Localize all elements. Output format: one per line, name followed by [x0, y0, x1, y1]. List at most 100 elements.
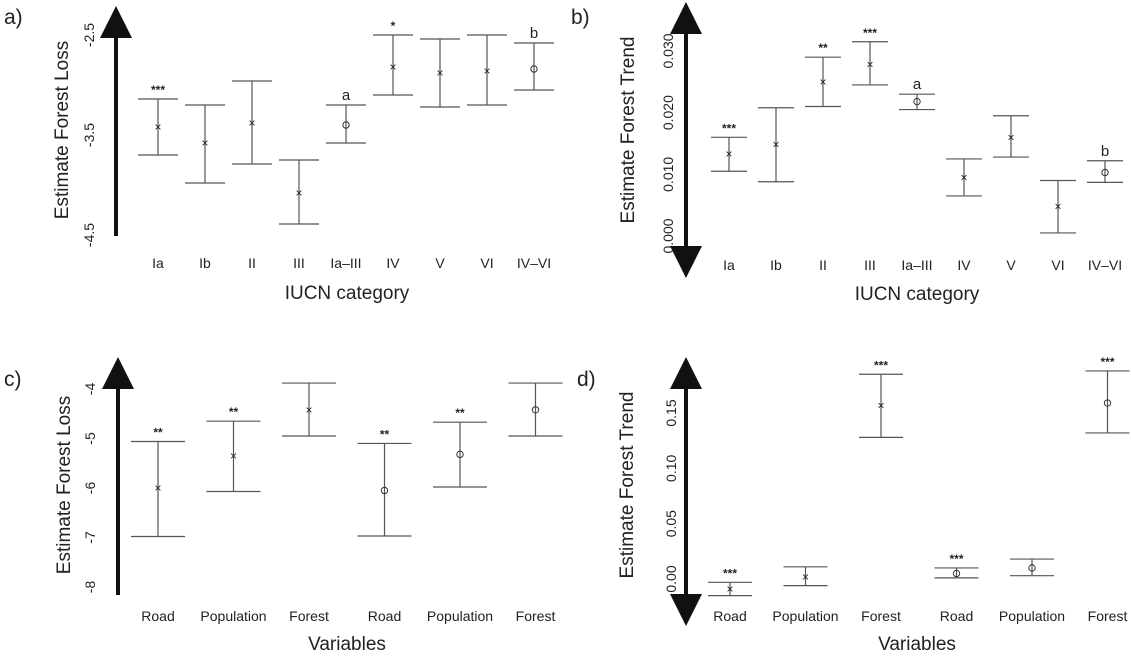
panel-d-significance-label: *** — [949, 552, 963, 566]
panel-c-y-tick-label: -7 — [82, 531, 98, 544]
panel-d-y-tick-label: 0.10 — [663, 454, 679, 481]
panel-c-estimate-point: × — [230, 449, 237, 463]
panel-d-significance-label: *** — [723, 566, 737, 580]
panel-b-estimate-point: × — [866, 58, 873, 72]
panel-d: d) Estimate Forest Trend Variables 0.00 0… — [577, 355, 1130, 655]
panel-a-y-axis-label: Estimate Forest Loss — [52, 41, 73, 219]
panel-a-group-label: a — [342, 87, 351, 104]
panel-d-y-tick-label: 0.05 — [663, 510, 679, 537]
panel-b-x-tick-label: Ia — [723, 257, 735, 273]
panel-d-estimate-point — [1103, 399, 1112, 407]
panel-c-estimate-point — [380, 486, 389, 495]
panel-b-x-tick-label: VI — [1051, 257, 1064, 273]
panel-a-label: a) — [4, 6, 23, 29]
panel-a-estimate-point — [530, 65, 538, 73]
panel-c-x-axis-label: Variables — [308, 634, 386, 655]
panel-d-x-tick-label: Road — [713, 608, 746, 624]
panel-b-y-tick-label: 0.000 — [660, 218, 676, 253]
panel-d-x-axis-label: Variables — [878, 634, 956, 655]
panel-b-x-tick-label: Ib — [770, 257, 782, 273]
panel-d-estimate-point — [952, 569, 961, 578]
panel-a-estimate-point: × — [248, 116, 255, 130]
panel-c-significance-label: ** — [380, 427, 390, 441]
panel-b-x-tick-label: III — [864, 257, 876, 273]
panel-b-x-tick-label: Ia–III — [901, 257, 932, 273]
panel-d-estimate-point: × — [877, 398, 884, 412]
panel-b-significance-label: *** — [722, 121, 736, 135]
panel-d-x-tick-label: Forest — [861, 608, 901, 624]
panel-b-x-tick-label: II — [819, 257, 827, 273]
panel-c-x-tick-label: Forest — [289, 608, 329, 624]
panel-a-estimate-point: × — [436, 66, 443, 80]
panel-d-x-tick-label: Forest — [1088, 608, 1128, 624]
panel-a-y-tick-label: -3.5 — [81, 123, 97, 147]
panel-c-significance-label: ** — [229, 405, 239, 419]
panel-b-y-tick-label: 0.010 — [660, 157, 676, 192]
panel-a-significance-label: *** — [151, 83, 165, 97]
panel-c-x-tick-label: Road — [141, 608, 174, 624]
panel-c-x-tick-label: Road — [368, 608, 401, 624]
panel-b-y-tick-label: 0.030 — [660, 33, 676, 68]
panel-a-estimate-point: × — [483, 64, 490, 78]
panel-c-y-tick-label: -6 — [82, 482, 98, 495]
panel-a-x-tick-label: Ia — [152, 255, 164, 271]
panel-b-estimate-point: × — [725, 147, 732, 161]
panel-a-x-tick-label: V — [435, 255, 445, 271]
panel-d-y-tick-label: 0.15 — [663, 399, 679, 426]
panel-d-estimate-point — [1028, 564, 1036, 572]
panel-a-x-tick-label: IV–VI — [517, 255, 551, 271]
panel-a-y-tick-label: -2.5 — [81, 23, 97, 47]
panel-b-label: b) — [571, 6, 590, 29]
panel-a-estimate-point: × — [201, 136, 208, 150]
panel-c-estimate-point — [456, 450, 464, 459]
panel-a-significance-label: * — [391, 19, 396, 33]
panel-d-x-tick-label: Population — [772, 608, 838, 624]
panel-c-y-tick-label: -5 — [82, 432, 98, 445]
panel-b-group-label: a — [913, 76, 922, 93]
panel-c-label: c) — [4, 368, 22, 391]
panel-d-label: d) — [577, 368, 596, 391]
panel-a-group-label: b — [530, 25, 538, 42]
panel-a-estimate-point: × — [295, 186, 302, 200]
panel-b-estimate-point: × — [819, 75, 826, 89]
panel-c-estimate-point: × — [305, 403, 312, 417]
panel-b-estimate-point: × — [1007, 130, 1014, 144]
panel-b-estimate-point: × — [1054, 199, 1061, 213]
panel-a-x-tick-label: Ib — [199, 255, 211, 271]
panel-b-group-label: b — [1101, 143, 1109, 160]
panel-a-estimate-point: × — [154, 120, 161, 134]
panel-c-x-tick-label: Population — [200, 608, 266, 624]
panel-a-x-tick-label: Ia–III — [330, 255, 361, 271]
panel-a-x-tick-label: II — [248, 255, 256, 271]
panel-d-estimate-point: × — [802, 570, 809, 584]
panel-d-y-tick-label: 0.00 — [663, 565, 679, 592]
panel-b-significance-label: ** — [818, 41, 828, 55]
panel-b-x-tick-label: IV–VI — [1088, 257, 1122, 273]
panel-b-estimate-point — [1101, 168, 1109, 177]
panel-b: b) Estimate Forest Trend IUCN category 0… — [571, 2, 1123, 305]
panel-b-estimate-point: × — [960, 170, 967, 184]
panel-c-x-tick-label: Forest — [516, 608, 556, 624]
panel-c: c) Estimate Forest Loss Variables -4 -5 -6… — [4, 357, 563, 655]
panel-b-x-tick-label: IV — [957, 257, 971, 273]
panel-c-estimate-point: × — [154, 481, 161, 495]
panel-d-x-tick-label: Population — [999, 608, 1065, 624]
panel-b-y-tick-label: 0.020 — [660, 95, 676, 130]
panel-a-y-tick-label: -4.5 — [81, 223, 97, 247]
panel-c-significance-label: ** — [153, 425, 163, 439]
panel-d-y-axis-label: Estimate Forest Trend — [617, 392, 638, 579]
panel-d-estimate-point: × — [726, 582, 733, 596]
panel-c-y-axis-label: Estimate Forest Loss — [54, 396, 75, 574]
panel-a-x-tick-label: VI — [480, 255, 493, 271]
panel-c-significance-label: ** — [455, 406, 465, 420]
panel-c-x-tick-label: Population — [427, 608, 493, 624]
panel-a-estimate-point: × — [389, 60, 396, 74]
panel-a: a) Estimate Forest Loss IUCN category -2… — [4, 6, 554, 304]
panel-a-x-tick-label: IV — [386, 255, 400, 271]
panel-d-significance-label: *** — [1100, 355, 1114, 369]
panel-b-x-axis-label: IUCN category — [855, 284, 980, 305]
panel-d-significance-label: *** — [874, 358, 888, 372]
panel-b-y-axis-label: Estimate Forest Trend — [618, 37, 639, 224]
panel-c-y-tick-label: -4 — [82, 383, 98, 396]
